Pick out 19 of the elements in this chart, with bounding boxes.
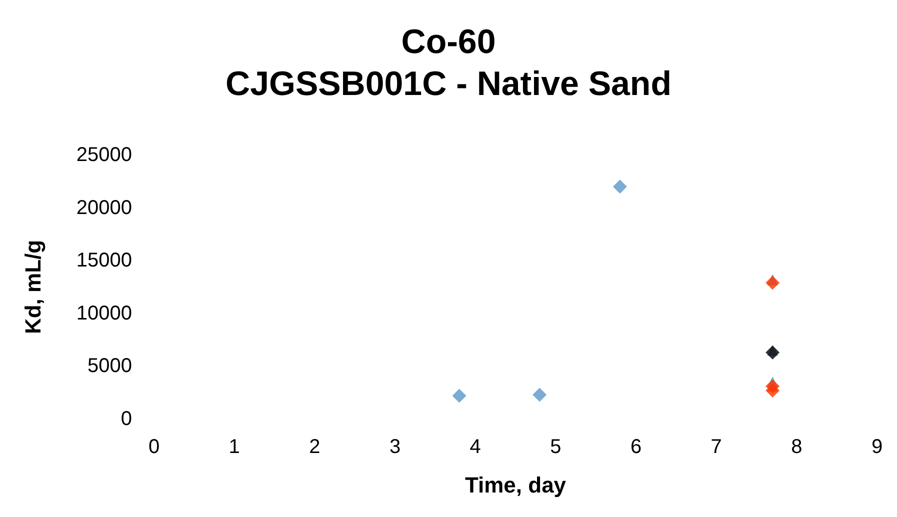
y-tick-label: 10000 xyxy=(76,302,132,324)
x-tick-label: 0 xyxy=(148,436,160,458)
x-tick-label: 1 xyxy=(228,436,240,458)
x-tick-label: 8 xyxy=(791,436,802,458)
y-tick-label: 25000 xyxy=(76,144,132,166)
x-tick-label: 2 xyxy=(309,436,320,458)
x-tick-label: 7 xyxy=(710,436,722,458)
chart-title: Co-60 CJGSSB001C - Native Sand xyxy=(226,23,672,103)
y-tick-label: 5000 xyxy=(88,355,132,378)
x-tick-label: 4 xyxy=(470,436,481,458)
y-tick-label: 15000 xyxy=(76,250,132,272)
x-tick-label: 9 xyxy=(871,436,883,458)
y-axis-title: Kd, mL/g xyxy=(20,240,46,334)
y-tick-label: 0 xyxy=(120,408,132,430)
x-tick-label: 6 xyxy=(630,436,642,458)
x-axis-title: Time, day xyxy=(464,472,567,498)
y-tick-label: 20000 xyxy=(76,196,132,219)
x-tick-label: 5 xyxy=(550,436,562,458)
x-tick-label: 3 xyxy=(389,436,401,458)
